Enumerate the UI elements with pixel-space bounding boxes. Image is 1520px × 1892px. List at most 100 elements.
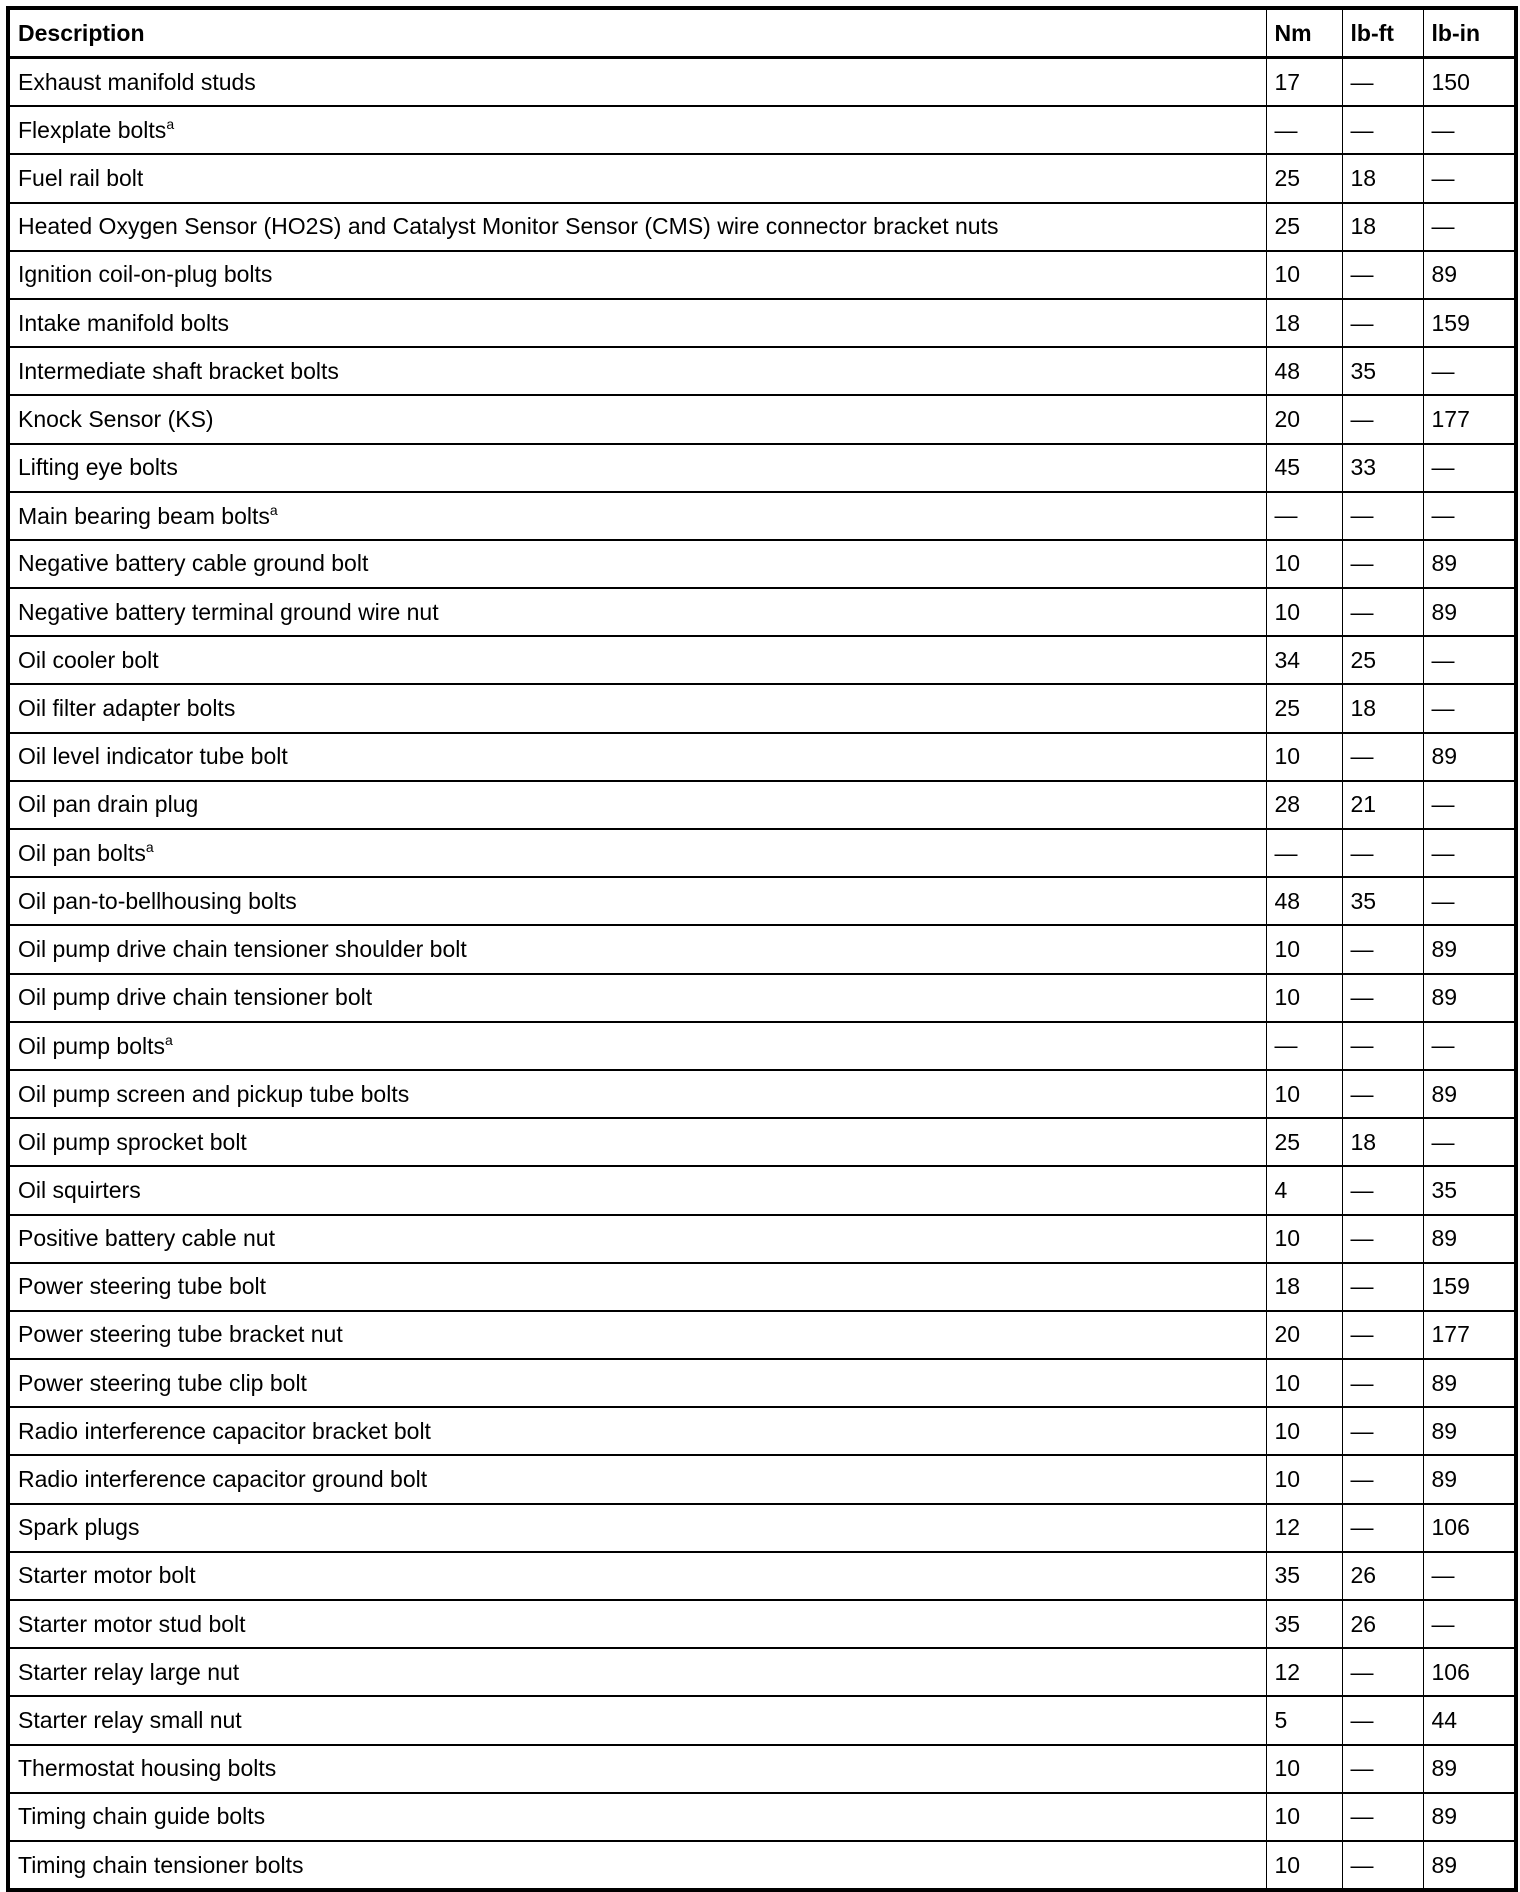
header-lb-in: lb-in bbox=[1422, 7, 1517, 59]
lb-in-cell-text: 106 bbox=[1431, 1514, 1470, 1541]
lb-in-cell-text: — bbox=[1431, 357, 1455, 384]
lb-ft-cell-text: 26 bbox=[1350, 1610, 1377, 1637]
lb-ft-cell-text: 21 bbox=[1350, 791, 1377, 818]
description-cell: Intake manifold bolts bbox=[7, 298, 1267, 349]
description-cell: Power steering tube clip bolt bbox=[7, 1358, 1267, 1409]
header-nm: Nm bbox=[1265, 7, 1343, 59]
description-cell: Starter relay small nut bbox=[7, 1695, 1267, 1746]
description-cell: Power steering tube bolt bbox=[7, 1262, 1267, 1312]
lb-ft-cell-text: — bbox=[1350, 1851, 1374, 1878]
description-cell-text: Oil squirters bbox=[18, 1176, 141, 1203]
lb-in-cell: 177 bbox=[1422, 394, 1517, 445]
lb-ft-cell-text: — bbox=[1350, 1080, 1374, 1107]
nm-cell: 45 bbox=[1265, 442, 1343, 493]
lb-ft-cell: — bbox=[1341, 298, 1424, 349]
description-cell: Main bearing beam boltsa bbox=[7, 491, 1267, 541]
description-cell: Fuel rail bolt bbox=[7, 153, 1267, 204]
description-cell: Starter motor bolt bbox=[7, 1551, 1267, 1602]
description-cell: Heated Oxygen Sensor (HO2S) and Catalyst… bbox=[7, 202, 1267, 252]
table-row: Oil pump screen and pickup tube bolts 10 —… bbox=[7, 1069, 1517, 1120]
lb-in-cell: — bbox=[1422, 1021, 1517, 1071]
lb-ft-cell: — bbox=[1341, 1358, 1424, 1409]
description-cell-text: Exhaust manifold studs bbox=[18, 68, 256, 95]
lb-in-cell-text: — bbox=[1431, 887, 1455, 914]
lb-in-cell: — bbox=[1422, 780, 1517, 831]
table-row: Starter relay large nut 12 — 106 bbox=[7, 1647, 1517, 1698]
description-cell: Starter relay large nut bbox=[7, 1647, 1267, 1698]
lb-in-cell-text: 89 bbox=[1431, 1803, 1458, 1830]
footnote-marker: a bbox=[165, 1031, 173, 1048]
lb-ft-cell-text: — bbox=[1350, 1658, 1374, 1685]
description-cell: Radio interference capacitor bracket bol… bbox=[7, 1406, 1267, 1457]
lb-ft-cell: — bbox=[1341, 1647, 1424, 1698]
nm-cell-text: 34 bbox=[1274, 646, 1301, 673]
nm-cell-text: 10 bbox=[1274, 1417, 1301, 1444]
lb-ft-cell: — bbox=[1341, 1503, 1424, 1553]
torque-spec-table: Description Nm lb-ft lb-in Exhaust manif… bbox=[6, 6, 1518, 1892]
lb-ft-cell-text: — bbox=[1350, 1755, 1374, 1782]
description-cell-text: Oil pump drive chain tensioner shoulder … bbox=[18, 935, 467, 962]
description-cell: Negative battery terminal ground wire nu… bbox=[7, 587, 1267, 638]
lb-in-cell-text: — bbox=[1431, 502, 1455, 529]
table-row: Heated Oxygen Sensor (HO2S) and Catalyst… bbox=[7, 202, 1517, 252]
lb-in-cell: 89 bbox=[1422, 1744, 1517, 1794]
description-cell-text: Intake manifold bolts bbox=[18, 309, 229, 336]
lb-ft-cell-text: — bbox=[1350, 598, 1374, 625]
lb-ft-cell-text: — bbox=[1350, 839, 1374, 866]
description-cell-text: Oil level indicator tube bolt bbox=[18, 743, 288, 770]
description-cell: Oil squirters bbox=[7, 1165, 1267, 1216]
nm-cell-text: 48 bbox=[1274, 887, 1301, 914]
lb-ft-cell: 26 bbox=[1341, 1599, 1424, 1650]
lb-in-cell-text: — bbox=[1431, 695, 1455, 722]
lb-in-cell: 89 bbox=[1422, 587, 1517, 638]
table-row: Oil pump drive chain tensioner bolt 10 — 89 bbox=[7, 973, 1517, 1023]
nm-cell-text: 10 bbox=[1274, 261, 1301, 288]
lb-in-cell: — bbox=[1422, 491, 1517, 541]
nm-cell: 20 bbox=[1265, 394, 1343, 445]
lb-in-cell-text: 89 bbox=[1431, 935, 1458, 962]
lb-in-cell: 89 bbox=[1422, 539, 1517, 590]
table-row: Main bearing beam boltsa — — — bbox=[7, 491, 1517, 541]
lb-in-cell: 89 bbox=[1422, 1792, 1517, 1842]
lb-in-cell-text: 150 bbox=[1431, 68, 1470, 95]
lb-in-cell-text: 106 bbox=[1431, 1658, 1470, 1685]
description-cell-text: Lifting eye bolts bbox=[18, 454, 178, 481]
nm-cell: 10 bbox=[1265, 924, 1343, 975]
description-cell-text: Oil pump sprocket bolt bbox=[18, 1128, 247, 1155]
table-row: Oil pan-to-bellhousing bolts 48 35 — bbox=[7, 876, 1517, 927]
table-row: Power steering tube bracket nut 20 — 177 bbox=[7, 1310, 1517, 1361]
nm-cell: 10 bbox=[1265, 1744, 1343, 1794]
lb-ft-cell-text: — bbox=[1350, 935, 1374, 962]
lb-in-cell-text: — bbox=[1431, 116, 1455, 143]
nm-cell: — bbox=[1265, 491, 1343, 541]
table-row: Starter relay small nut 5 — 44 bbox=[7, 1695, 1517, 1746]
nm-cell-text: 17 bbox=[1274, 68, 1301, 95]
lb-in-cell-text: 159 bbox=[1431, 309, 1470, 336]
description-cell: Positive battery cable nut bbox=[7, 1213, 1267, 1264]
lb-in-cell: 89 bbox=[1422, 924, 1517, 975]
lb-in-cell-text: — bbox=[1431, 1128, 1455, 1155]
lb-ft-cell: 18 bbox=[1341, 683, 1424, 734]
lb-in-cell-text: — bbox=[1431, 1562, 1455, 1589]
lb-in-cell-text: 89 bbox=[1431, 261, 1458, 288]
description-cell: Oil pump boltsa bbox=[7, 1021, 1267, 1071]
table-row: Oil pump drive chain tensioner shoulder … bbox=[7, 924, 1517, 975]
nm-cell-text: 25 bbox=[1274, 1128, 1301, 1155]
nm-cell-text: — bbox=[1274, 116, 1298, 143]
table-row: Negative battery terminal ground wire nu… bbox=[7, 587, 1517, 638]
lb-ft-cell-text: 35 bbox=[1350, 887, 1377, 914]
lb-ft-cell: — bbox=[1341, 491, 1424, 541]
nm-cell-text: 10 bbox=[1274, 1225, 1301, 1252]
lb-in-cell: 89 bbox=[1422, 1840, 1517, 1892]
lb-ft-cell-text: — bbox=[1350, 1803, 1374, 1830]
nm-cell-text: 10 bbox=[1274, 1851, 1301, 1878]
lb-ft-cell: — bbox=[1341, 1262, 1424, 1312]
lb-ft-cell: 25 bbox=[1341, 635, 1424, 686]
nm-cell: 18 bbox=[1265, 1262, 1343, 1312]
lb-in-cell: — bbox=[1422, 828, 1517, 879]
table-row: Flexplate boltsa — — — bbox=[7, 105, 1517, 156]
nm-cell: 18 bbox=[1265, 298, 1343, 349]
nm-cell: 10 bbox=[1265, 587, 1343, 638]
lb-ft-cell: 18 bbox=[1341, 202, 1424, 252]
description-cell-text: Timing chain guide bolts bbox=[18, 1803, 266, 1830]
